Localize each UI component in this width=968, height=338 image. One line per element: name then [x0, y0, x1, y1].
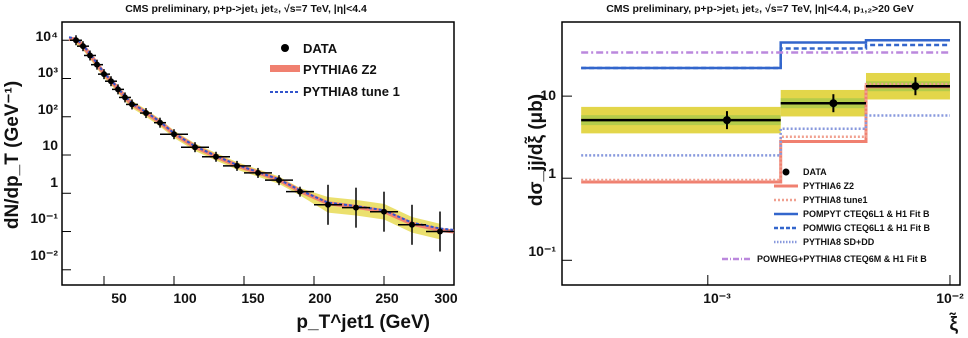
legend-label-pomwig: POMWIG CTEQ6L1 & H1 Fit B: [803, 223, 931, 233]
right-data-marks: [562, 38, 951, 285]
data-point: [722, 116, 731, 125]
left-legend: DATA PYTHIA6 Z2 PYTHIA8 tune 1: [270, 41, 400, 99]
data-point: [911, 82, 920, 91]
data-point: [353, 204, 359, 211]
data-point: [409, 221, 415, 228]
data-point: [73, 37, 79, 44]
legend-swatch-pythia6: [270, 65, 300, 72]
right-y-axis-label: dσ_jj/dξ̃ (μb): [524, 94, 547, 206]
left-x-tick-label: 50: [111, 290, 127, 306]
left-y-tick-label: 10⁻²: [30, 247, 58, 263]
left-y-ticks: 10⁻² 10⁻¹ 1 10 10² 10³ 10⁴: [30, 28, 58, 263]
series-line-pythia8: [68, 36, 455, 231]
data-point: [381, 208, 387, 215]
data-point: [129, 101, 135, 108]
legend-marker-data: [281, 44, 289, 52]
legend-marker-data: [782, 168, 790, 176]
series-step-2: [581, 82, 950, 182]
legend-label-pythia8-tune1: PYTHIA8 tune1: [803, 195, 868, 205]
left-y-tick-label: 10⁴: [36, 28, 59, 44]
data-point: [157, 119, 163, 126]
data-point: [325, 201, 331, 208]
left-y-tick-label: 10⁻¹: [30, 210, 58, 226]
data-point: [213, 153, 219, 160]
left-x-tick-label: 150: [241, 290, 265, 306]
left-y-tick-label: 10²: [38, 101, 59, 117]
data-point: [171, 131, 177, 138]
data-point: [115, 86, 121, 93]
left-plot-frame: [61, 21, 455, 286]
data-point: [192, 144, 198, 151]
left-x-tick-label: 300: [434, 290, 458, 306]
data-point: [255, 169, 261, 176]
left-data-marks: [62, 35, 455, 285]
data-point: [94, 61, 100, 68]
series-step-3: [581, 38, 950, 70]
legend-label-data: DATA: [303, 41, 338, 56]
legend-label-powheg: POWHEG+PYTHIA8 CTEQ6M & H1 Fit B: [757, 254, 927, 264]
legend-label-pythia6: PYTHIA6 Z2: [803, 181, 854, 191]
right-title: CMS preliminary, p+p->jet₁ jet₂, √s=7 Te…: [606, 3, 914, 15]
series-step-5: [581, 114, 950, 157]
data-point: [122, 94, 128, 101]
right-y-tick-label: 10⁻¹: [528, 243, 556, 259]
series-step-1: [581, 85, 950, 184]
right-x-ticks: 10⁻³ 10⁻²: [703, 290, 964, 306]
left-x-tick-label: 200: [308, 290, 332, 306]
right-legend: DATA PYTHIA6 Z2 PYTHIA8 tune1 POMPYT CTE…: [722, 167, 931, 264]
left-y-tick-label: 10: [42, 137, 58, 153]
data-point: [101, 71, 107, 78]
left-title: CMS preliminary, p+p->jet₁ jet₂, √s=7 Te…: [125, 3, 367, 15]
data-point: [143, 110, 149, 117]
left-x-ticks: 50 100 150 200 250 300: [111, 290, 458, 306]
data-point: [437, 228, 443, 235]
data-point: [87, 52, 93, 59]
right-panel: CMS preliminary, p+p->jet₁ jet₂, √s=7 Te…: [524, 3, 964, 335]
data-point: [297, 188, 303, 195]
legend-label-data: DATA: [803, 167, 827, 177]
data-point: [276, 177, 282, 184]
right-plot-frame: [561, 21, 961, 286]
data-point: [80, 43, 86, 50]
data-point: [829, 99, 838, 108]
left-y-tick-label: 1: [50, 174, 58, 190]
right-x-tick-label: 10⁻³: [703, 290, 731, 306]
left-x-tick-label: 100: [173, 290, 197, 306]
legend-label-pompyt: POMPYT CTEQ6L1 & H1 Fit B: [803, 209, 930, 219]
left-y-axis-label: dN/dp_T (GeV⁻¹): [2, 81, 23, 229]
series-line-pythia6: [68, 36, 455, 234]
right-x-axis-label: ξ̃: [949, 312, 959, 335]
left-panel: CMS preliminary, p+p->jet₁ jet₂, √s=7 Te…: [2, 3, 458, 333]
left-y-tick-label: 10³: [38, 64, 59, 80]
left-x-axis-label: p_T^jet1 (GeV): [296, 312, 430, 333]
right-y-tick-label: 10: [540, 87, 556, 103]
right-x-tick-label: 10⁻²: [936, 290, 964, 306]
legend-label-pythia6: PYTHIA6 Z2: [303, 62, 377, 77]
legend-label-pythia8: PYTHIA8 tune 1: [303, 84, 400, 99]
series-step-4: [581, 43, 950, 70]
left-uncertainty-band: [76, 36, 440, 240]
right-y-tick-label: 1: [548, 165, 556, 181]
legend-label-pythia8-sddd: PYTHIA8 SD+DD: [803, 237, 875, 247]
data-point: [108, 78, 114, 85]
right-y-ticks: 10⁻¹ 1 10: [528, 87, 556, 259]
data-point: [234, 162, 240, 169]
left-x-tick-label: 250: [375, 290, 399, 306]
